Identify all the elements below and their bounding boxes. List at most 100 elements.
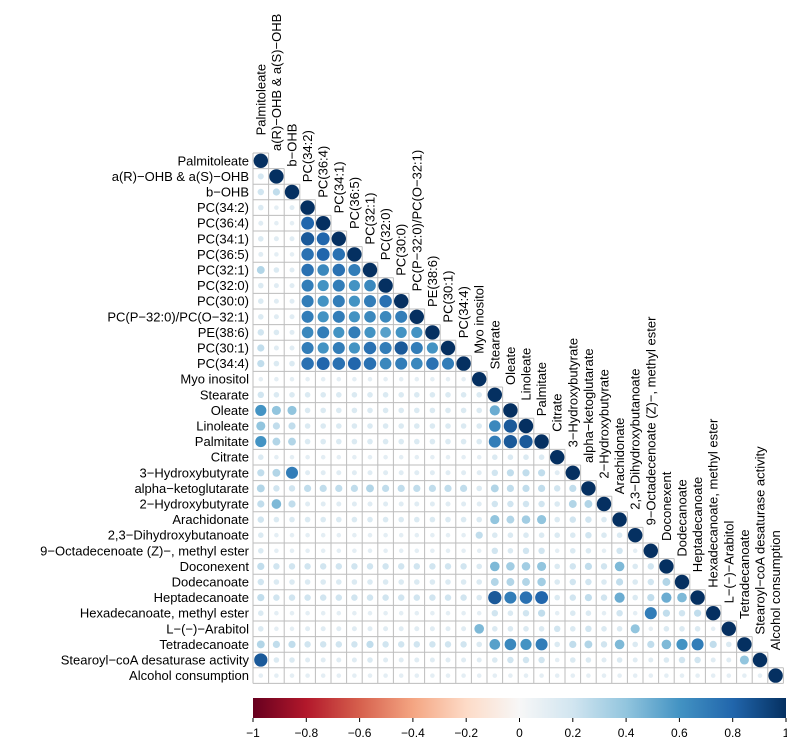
correlation-cell <box>257 329 265 336</box>
correlation-cell <box>397 594 405 601</box>
correlation-cell <box>288 640 296 649</box>
correlation-cell <box>445 376 451 382</box>
colorbar-tick-label: 0.2 <box>564 726 581 740</box>
correlation-cell <box>445 407 451 414</box>
column-labels: Palmitoleate a(R)−OHB & a(S)−OHB b−OHB PC(3… <box>253 14 783 650</box>
column-label: 2,3−Dihydroxybutanoate <box>628 369 643 510</box>
row-label: 2,3−Dihydroxybutanoate <box>108 528 249 543</box>
correlation-cell <box>461 501 467 507</box>
correlation-cell <box>347 357 361 371</box>
column-label: Alcohol consumption <box>768 530 783 650</box>
correlation-cell <box>491 547 499 555</box>
correlation-cell <box>300 232 315 246</box>
correlation-cell <box>585 657 592 663</box>
grid-layer <box>252 152 784 684</box>
correlation-cell <box>273 594 280 601</box>
correlation-cell <box>351 516 358 523</box>
correlation-cell <box>301 263 314 277</box>
correlation-cell <box>351 392 358 398</box>
correlation-cell <box>273 579 280 585</box>
correlation-cell <box>476 485 482 492</box>
correlation-cell <box>351 657 357 663</box>
row-label: PC(36:5) <box>197 247 249 262</box>
row-label: Tetradecanoate <box>159 637 249 652</box>
correlation-cell <box>348 326 361 339</box>
correlation-cell <box>333 326 345 338</box>
correlation-cell <box>429 579 436 585</box>
correlation-cell <box>632 657 638 663</box>
correlation-cell <box>363 357 377 370</box>
correlation-cell <box>535 638 548 651</box>
correlation-cell <box>429 470 435 476</box>
correlation-cell <box>476 392 482 398</box>
row-label: Stearoyl−coA desaturase activity <box>61 653 250 668</box>
row-label: PC(30:1) <box>197 341 249 356</box>
correlation-cell <box>411 326 423 338</box>
correlation-cell <box>647 640 655 649</box>
correlation-cell <box>429 423 436 429</box>
correlation-cell <box>409 309 424 324</box>
correlation-cell <box>600 563 608 570</box>
correlation-cell <box>492 673 498 678</box>
correlation-cell <box>367 423 373 429</box>
correlation-cell <box>710 657 716 663</box>
correlation-cell <box>616 657 623 663</box>
correlation-cell <box>273 314 279 320</box>
correlation-cell <box>507 548 514 554</box>
correlation-cell <box>289 392 295 398</box>
correlation-cell <box>320 657 326 663</box>
correlation-cell <box>538 454 545 460</box>
correlation-cell <box>269 169 284 184</box>
correlation-cell <box>382 392 389 398</box>
correlation-cell <box>569 594 577 601</box>
correlation-cell <box>476 407 482 414</box>
column-label: Oleate <box>503 347 518 385</box>
correlation-cell <box>289 345 295 351</box>
correlation-cell <box>506 578 515 586</box>
correlation-cell <box>425 325 440 340</box>
correlation-cell <box>521 562 531 571</box>
correlation-cell <box>537 577 546 587</box>
correlation-cell <box>332 295 345 308</box>
correlation-cell <box>414 532 420 538</box>
correlation-cell <box>367 548 373 554</box>
correlation-cell <box>367 673 373 678</box>
correlation-cell <box>271 405 281 415</box>
correlation-cell <box>336 470 342 476</box>
row-label: PC(34:4) <box>197 356 249 371</box>
correlation-cell <box>289 205 295 211</box>
correlation-cell <box>488 590 502 605</box>
correlation-cell <box>304 423 311 429</box>
correlation-cell <box>445 470 451 476</box>
correlation-cell <box>414 626 420 632</box>
correlation-cell <box>398 376 404 382</box>
correlation-cell <box>601 610 607 616</box>
correlation-cell <box>721 621 736 636</box>
correlation-cell <box>305 376 310 382</box>
correlation-cell <box>352 610 357 616</box>
correlation-cell <box>304 392 311 398</box>
correlation-cell <box>352 454 357 460</box>
correlation-cell <box>380 327 391 338</box>
correlation-cell <box>367 438 373 445</box>
correlation-cell <box>289 657 295 663</box>
correlation-cell <box>537 515 547 525</box>
correlation-cell <box>274 454 279 460</box>
correlation-cell <box>289 626 295 632</box>
correlation-cell <box>706 606 721 621</box>
correlation-cell <box>320 376 326 382</box>
correlation-cell <box>414 579 420 585</box>
row-label: Palmitoleate <box>177 153 249 168</box>
correlation-cell <box>752 652 768 668</box>
correlation-cell <box>518 418 534 434</box>
row-label: Stearate <box>200 387 249 402</box>
correlation-cell <box>414 501 420 507</box>
correlation-cell <box>474 623 485 634</box>
correlation-cell <box>304 563 311 570</box>
correlation-cell <box>258 626 264 632</box>
correlation-cell <box>616 532 623 538</box>
correlation-cell <box>522 547 530 555</box>
correlation-cell <box>506 515 515 524</box>
colorbar-tick-label: −0.2 <box>454 726 478 740</box>
correlation-cell <box>554 579 560 585</box>
